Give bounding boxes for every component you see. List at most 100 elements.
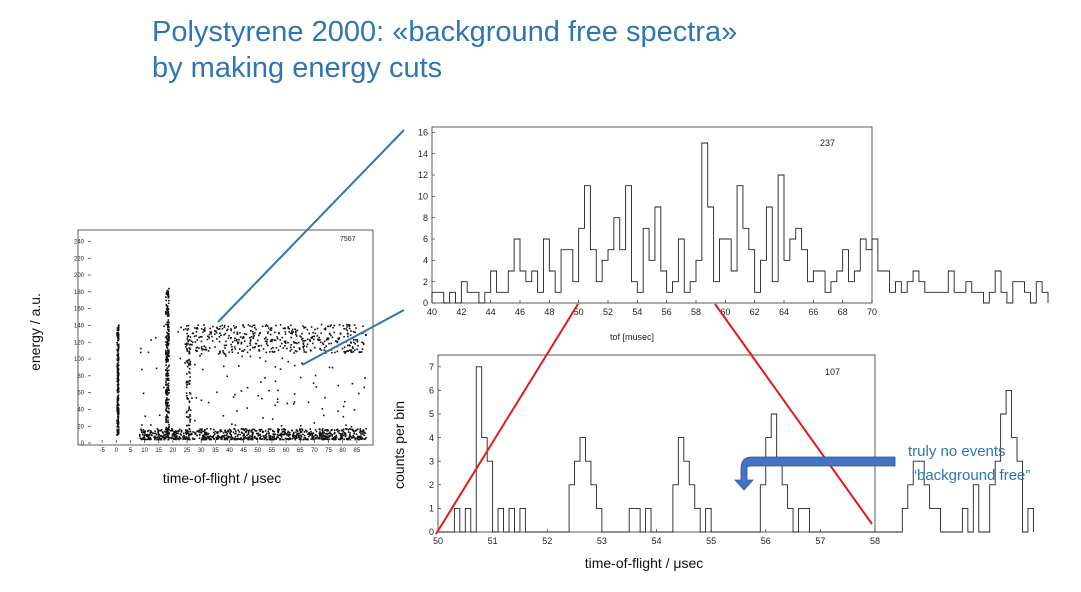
scatter-point: [274, 331, 276, 334]
scatter-point: [281, 342, 283, 345]
scatter-point: [117, 373, 120, 376]
tof-histogram-panel: 40 42 44 46 48 50 52 54 56 58 60 62 64 66 68 7002468101…: [418, 126, 1049, 342]
scatter-point: [331, 433, 333, 436]
cut-histogram-y-tick-label: 6: [429, 386, 434, 396]
scatter-point: [229, 429, 232, 432]
scatter-point: [220, 436, 223, 439]
scatter-point: [189, 430, 192, 433]
scatter-point: [342, 415, 345, 418]
scatter-point: [296, 433, 299, 435]
scatter-point: [302, 345, 304, 348]
scatter-point: [299, 435, 301, 437]
cut-histogram-y-tick-label: 4: [429, 433, 434, 443]
scatter-point: [289, 437, 291, 439]
tof-histogram-x-tick-label: 48: [544, 307, 554, 317]
cut-histogram-x-tick-label: 53: [597, 536, 607, 546]
scatter-point: [333, 429, 336, 431]
scatter-point: [294, 331, 297, 334]
scatter-point: [186, 398, 189, 400]
scatter-point: [178, 435, 181, 438]
scatter-point: [117, 385, 119, 388]
scatter-point: [166, 305, 169, 307]
scatter-point: [206, 427, 208, 430]
scatter-point: [116, 403, 119, 405]
scatter-point: [203, 329, 206, 331]
scatter-point: [166, 401, 169, 404]
scatter-point: [117, 421, 119, 423]
scatter-point: [155, 437, 157, 439]
scatter-point: [320, 432, 323, 435]
scatter-point: [187, 339, 189, 342]
scatter-point: [344, 428, 347, 430]
scatter-point: [209, 347, 211, 349]
scatter-point: [226, 328, 229, 331]
scatter-point: [286, 434, 288, 436]
scatter-point: [266, 338, 268, 341]
scatter-point: [315, 386, 318, 388]
scatter-point: [344, 433, 347, 436]
scatter-point: [199, 431, 201, 433]
scatter-point: [168, 432, 170, 435]
scatter-point: [151, 434, 153, 437]
scatter-point: [343, 438, 345, 441]
scatter-point: [264, 377, 266, 379]
scatter-point: [223, 436, 226, 439]
scatter-point: [249, 342, 251, 345]
scatter-point: [164, 390, 167, 393]
scatter-point: [295, 431, 297, 434]
scatter-point: [274, 380, 277, 383]
scatter-point: [331, 336, 334, 339]
scatter-point: [311, 337, 313, 339]
scatter-point: [294, 328, 296, 331]
scatter-point: [168, 299, 170, 302]
scatter-point: [269, 428, 271, 431]
scatter-point: [167, 351, 170, 354]
scatter-point: [264, 437, 266, 439]
scatter-point: [279, 368, 282, 370]
scatter-point: [192, 438, 195, 441]
scatter-point: [350, 350, 352, 353]
scatter-point: [282, 327, 285, 330]
scatter-point: [167, 296, 170, 299]
scatter-point: [299, 424, 302, 427]
scatter-y-tick-label: 200: [74, 273, 85, 279]
scatter-point: [167, 324, 170, 327]
scatter-point: [188, 406, 190, 408]
scatter-point: [146, 434, 149, 436]
scatter-point: [185, 344, 188, 346]
scatter-point: [318, 339, 320, 341]
scatter-point: [280, 432, 283, 435]
scatter-point: [252, 431, 254, 434]
scatter-point: [300, 434, 302, 436]
scatter-point: [144, 434, 147, 436]
scatter-point: [223, 344, 226, 347]
scatter-point: [313, 346, 316, 349]
scatter-point: [178, 438, 180, 441]
scatter-point: [165, 427, 168, 429]
scatter-point: [237, 429, 239, 432]
scatter-point: [247, 431, 250, 434]
scatter-point: [260, 428, 263, 431]
scatter-point: [252, 428, 255, 431]
scatter-point: [200, 399, 203, 402]
scatter-point: [294, 342, 297, 344]
scatter-point: [166, 431, 169, 433]
scatter-point: [203, 438, 206, 441]
scatter-point: [320, 323, 323, 326]
scatter-point: [222, 350, 224, 352]
scatter-point: [227, 436, 230, 439]
scatter-point: [293, 435, 295, 437]
scatter-point: [189, 336, 192, 338]
scatter-point: [288, 433, 290, 436]
scatter-point: [213, 431, 215, 434]
scatter-x-tick-label: -5: [99, 448, 105, 454]
scatter-point: [196, 434, 198, 437]
scatter-point: [167, 365, 170, 368]
scatter-point: [197, 431, 200, 433]
scatter-point: [193, 335, 196, 338]
scatter-point: [117, 431, 120, 434]
scatter-point: [321, 430, 324, 433]
scatter-point: [304, 437, 307, 439]
scatter-point: [350, 425, 353, 428]
scatter-point: [218, 340, 221, 343]
